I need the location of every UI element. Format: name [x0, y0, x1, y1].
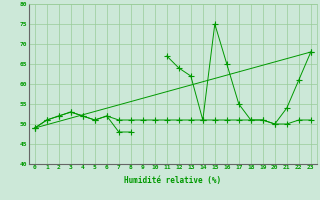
X-axis label: Humidité relative (%): Humidité relative (%)	[124, 176, 221, 185]
